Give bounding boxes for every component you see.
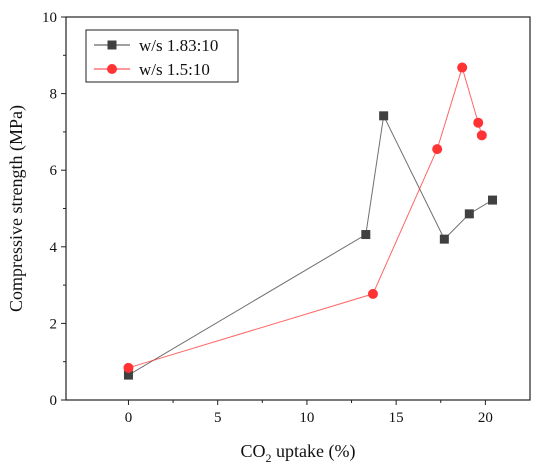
x-tick-label: 10	[299, 410, 314, 426]
data-point	[123, 362, 134, 373]
data-point	[432, 144, 443, 155]
y-tick-label: 8	[50, 87, 58, 103]
legend-label: w/s 1.5:10	[139, 60, 210, 79]
legend-marker-swatch	[107, 40, 117, 50]
x-axis-label-suffix: uptake (%)	[272, 441, 356, 462]
data-point	[367, 288, 378, 299]
x-axis-label: CO2 uptake (%)	[241, 441, 356, 465]
series-2	[123, 62, 487, 373]
series-layer	[123, 62, 498, 380]
series-line	[128, 114, 493, 376]
y-tick-label: 6	[50, 163, 58, 179]
data-point	[457, 62, 468, 73]
data-point	[439, 234, 449, 244]
x-tick-label: 15	[389, 410, 404, 426]
x-tick-label: 5	[214, 410, 222, 426]
data-point	[379, 111, 389, 121]
data-point	[473, 117, 484, 128]
y-axis-ticks: 0 2 4 6 8 10	[42, 10, 66, 409]
y-tick-label: 0	[50, 393, 58, 409]
y-axis-label: Compressive strength (MPa)	[6, 105, 27, 312]
x-axis-ticks: 0 5 10 15 20	[125, 400, 493, 426]
legend: w/s 1.83:10 w/s 1.5:10	[85, 29, 239, 83]
legend-item-2: w/s 1.5:10	[94, 60, 210, 79]
x-axis-label-prefix: CO	[241, 441, 266, 461]
legend-marker-swatch	[107, 64, 117, 74]
series-1	[123, 111, 498, 380]
y-tick-label: 10	[42, 10, 57, 26]
legend-item-1: w/s 1.83:10	[94, 36, 218, 55]
series-line	[128, 65, 483, 369]
data-point	[488, 195, 498, 205]
data-point	[464, 209, 474, 219]
data-point	[361, 230, 371, 240]
x-tick-label: 0	[125, 410, 133, 426]
legend-label: w/s 1.83:10	[139, 36, 218, 55]
y-tick-label: 4	[50, 240, 58, 256]
y-tick-label: 2	[50, 316, 58, 332]
data-point	[476, 130, 487, 141]
data-point	[123, 370, 133, 380]
x-axis-label-subscript: 2	[266, 451, 272, 465]
x-tick-label: 20	[478, 410, 493, 426]
